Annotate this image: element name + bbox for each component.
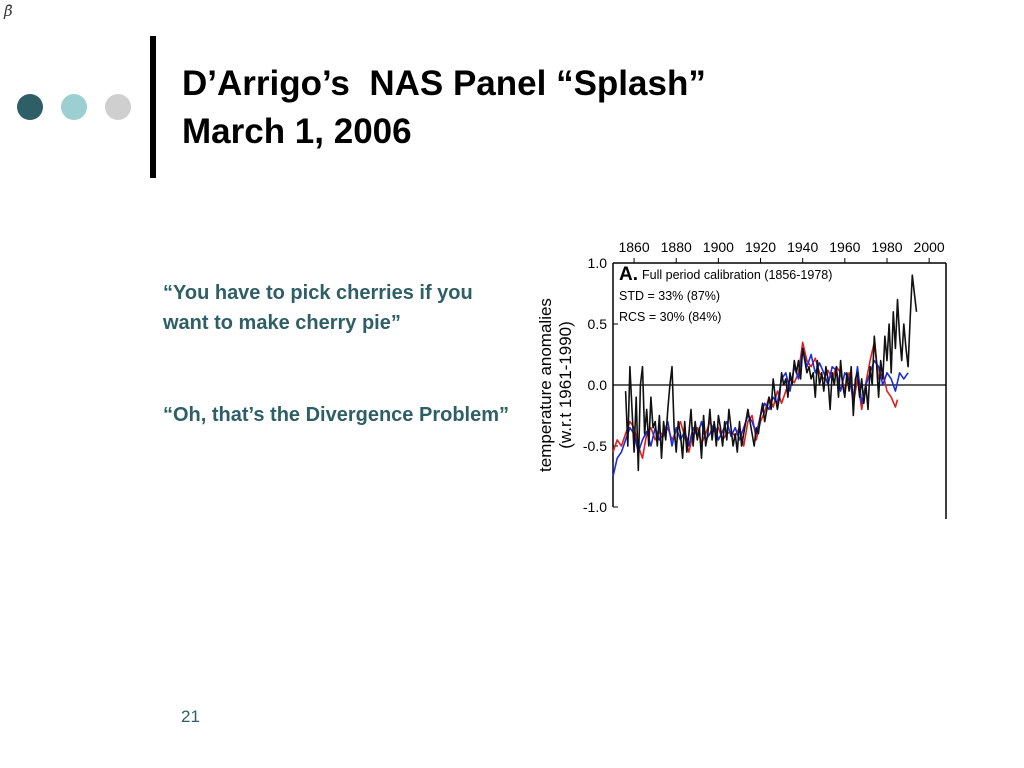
title-divider: [150, 36, 156, 178]
slide-title: D’Arrigo’s NAS Panel “Splash” March 1, 2…: [182, 60, 706, 156]
x-tick-label: 1860: [618, 239, 649, 255]
title-line-2: March 1, 2006: [182, 112, 412, 151]
panel-label: A.: [619, 264, 638, 285]
x-tick-label: 1900: [703, 239, 734, 255]
decor-dot-grey: [105, 94, 131, 120]
x-tick-label: 1880: [661, 239, 692, 255]
x-tick-label: 1980: [871, 239, 902, 255]
title-line-1: D’Arrigo’s NAS Panel “Splash”: [182, 64, 706, 103]
decor-dot-light: [61, 94, 87, 120]
legend-entry: STD = 33% (87%): [619, 289, 720, 303]
x-tick-label: 2000: [914, 239, 945, 255]
quote-divergence: “Oh, that’s the Divergence Problem”: [163, 404, 510, 426]
chart-svg: 1860 1880 1900 1920 1940 1960 1980 2000 1.0 0.5 0.…: [536, 239, 947, 519]
x-tick-label: 1960: [829, 239, 860, 255]
legend-entry: RCS = 30% (84%): [619, 310, 721, 324]
y-tick-label: 0.5: [588, 316, 608, 332]
series-line-3: [624, 274, 918, 472]
y-tick-label: 1.0: [588, 255, 608, 271]
decor-dot-dark: [17, 94, 43, 120]
temperature-chart: 1860 1880 1900 1920 1940 1960 1980 2000 1.0 0.5 0.…: [530, 222, 960, 525]
x-tick-label: 1920: [745, 239, 776, 255]
y-tick-label: -1.0: [583, 499, 607, 515]
quote-cherry-pie: “You have to pick cherries if you want t…: [163, 282, 473, 334]
y-tick-label: 0.0: [588, 377, 608, 393]
page-number: 21: [181, 707, 200, 726]
y-axis-label: temperature anomalies: [536, 298, 555, 472]
x-tick-label: 1940: [787, 239, 818, 255]
y-tick-label: -0.5: [583, 438, 607, 454]
chart-annotation: Full period calibration (1856-1978): [642, 268, 832, 282]
y-axis-label-units: (w.r.t 1961-1990): [556, 321, 575, 449]
corner-glyph: β̄: [4, 2, 13, 20]
